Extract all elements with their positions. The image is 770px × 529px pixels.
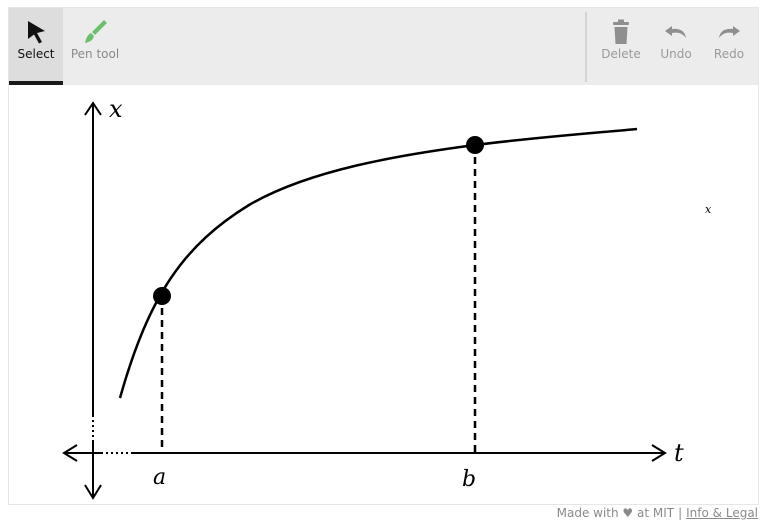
horizontal-axis-left-arrow <box>62 444 78 462</box>
redo-button[interactable]: Redo <box>706 8 752 85</box>
drawing-canvas[interactable]: x t a b x <box>9 85 759 505</box>
vertical-axis-bottom-arrow <box>84 484 102 500</box>
footer: Made with ♥ at MIT | Info & Legal <box>557 506 758 520</box>
x-axis-label: t <box>674 439 684 467</box>
growth-curve[interactable] <box>118 127 638 399</box>
delete-label: Delete <box>601 47 641 61</box>
delete-button[interactable]: Delete <box>597 8 645 85</box>
trash-icon <box>613 19 629 44</box>
pen-tool-label: Pen tool <box>70 47 120 61</box>
footer-separator: | <box>678 506 683 520</box>
undo-arrow-icon <box>665 26 686 38</box>
pen-tool-button[interactable]: Pen tool <box>67 8 123 85</box>
point-b-label: b <box>462 467 476 492</box>
point-a-label: a <box>153 465 166 490</box>
undo-button[interactable]: Undo <box>653 8 699 85</box>
toolbar: Select Pen tool Delete Undo <box>9 8 758 85</box>
y-axis-label: x <box>109 95 123 123</box>
paint-brush-icon <box>85 20 107 43</box>
stray-x-label: x <box>705 203 712 216</box>
undo-label: Undo <box>660 47 692 61</box>
horizontal-axis-right-arrow <box>651 444 667 462</box>
point-a[interactable] <box>153 287 171 305</box>
select-tool-label: Select <box>17 47 55 61</box>
made-with-text: Made with ♥ at MIT <box>556 506 675 520</box>
info-legal-link[interactable]: Info & Legal <box>686 506 758 520</box>
redo-arrow-icon <box>719 26 740 38</box>
point-b[interactable] <box>466 136 484 154</box>
sketch-app: Select Pen tool Delete Undo <box>8 7 759 505</box>
redo-label: Redo <box>713 47 745 61</box>
select-tool-button[interactable]: Select <box>9 8 63 85</box>
vertical-axis-top-arrow <box>84 101 102 116</box>
toolbar-divider <box>585 12 587 82</box>
cursor-arrow-icon <box>28 21 45 44</box>
